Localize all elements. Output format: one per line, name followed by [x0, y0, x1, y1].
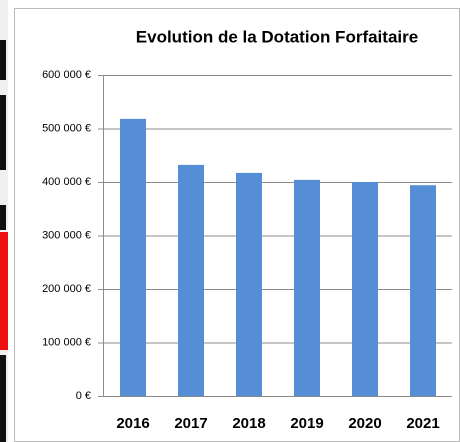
- y-tick-label: 400 000 €: [42, 176, 91, 188]
- bar: [120, 118, 146, 397]
- bar: [410, 185, 436, 396]
- x-tick-label: 2020: [348, 415, 381, 432]
- bar: [178, 164, 204, 396]
- bar: [352, 182, 378, 396]
- chart-title: Evolution de la Dotation Forfaitaire: [136, 27, 418, 46]
- x-tick-label: 2016: [116, 415, 149, 432]
- y-tick-label: 600 000 €: [42, 69, 91, 81]
- y-tick-label: 200 000 €: [42, 283, 91, 295]
- bar: [236, 172, 262, 396]
- y-tick-label: 500 000 €: [42, 122, 91, 134]
- side-block: [0, 355, 6, 442]
- x-tick-label: 2018: [232, 415, 265, 432]
- side-block: [0, 95, 6, 170]
- x-tick-label: 2021: [406, 415, 439, 432]
- y-tick-label: 300 000 €: [42, 229, 91, 241]
- side-block: [0, 232, 8, 350]
- x-tick-label: 2019: [290, 415, 323, 432]
- y-tick-label: 0 €: [76, 390, 91, 402]
- side-block: [0, 205, 6, 230]
- x-tick-label: 2017: [174, 415, 207, 432]
- y-tick-label: 100 000 €: [42, 336, 91, 348]
- side-block: [0, 40, 6, 80]
- bar: [294, 179, 320, 396]
